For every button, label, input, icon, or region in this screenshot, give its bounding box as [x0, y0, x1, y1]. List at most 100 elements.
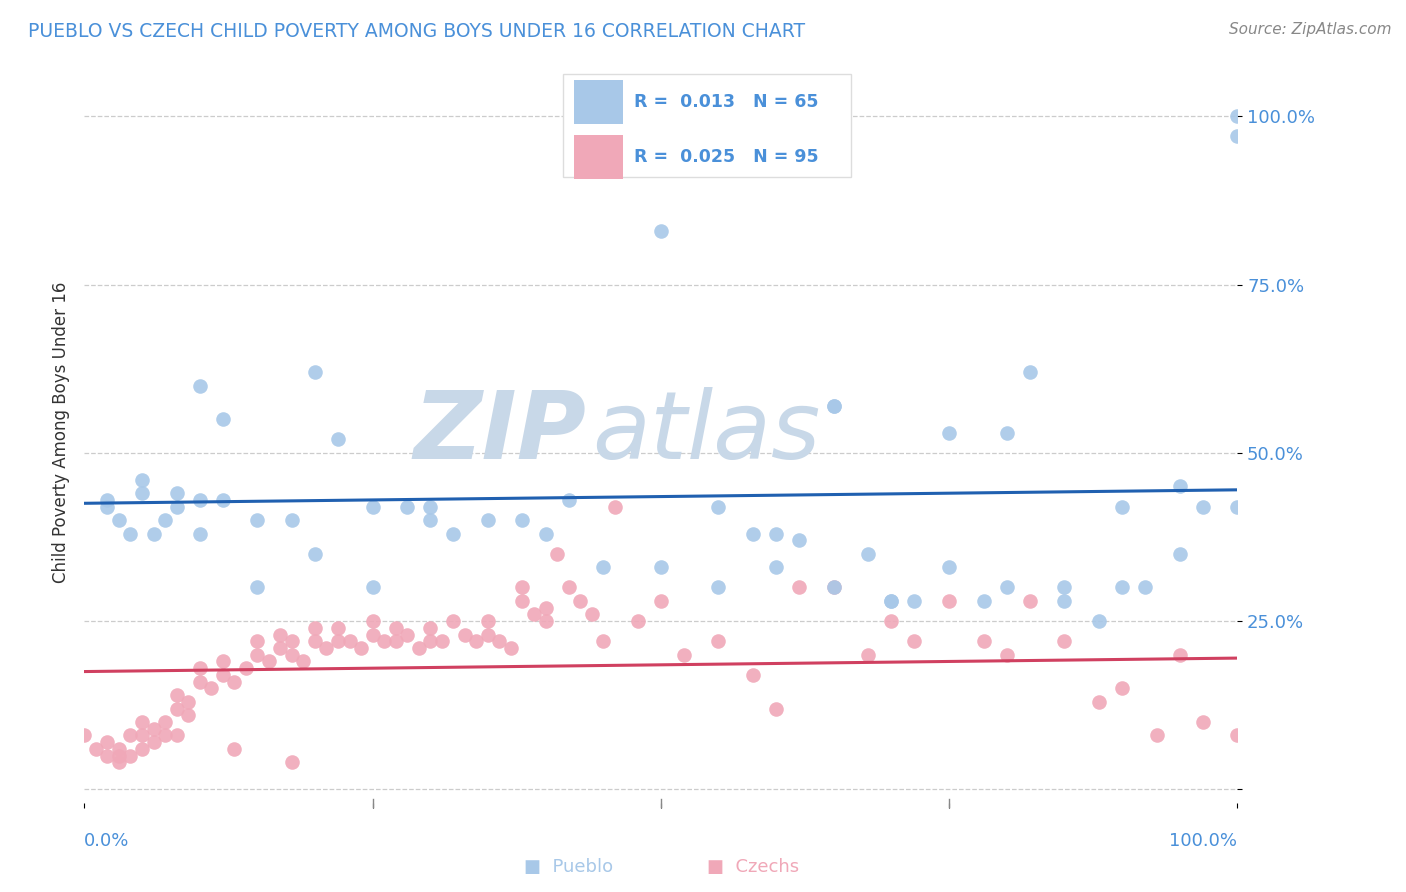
- Point: [108, 742, 131, 756]
- Point: [177, 708, 200, 723]
- Point: [131, 473, 153, 487]
- Point: [995, 425, 1018, 440]
- Point: [419, 634, 441, 648]
- Point: [96, 492, 118, 507]
- Point: [188, 378, 211, 392]
- Point: [1133, 581, 1156, 595]
- Point: [1088, 614, 1111, 628]
- Point: [131, 742, 153, 756]
- Point: [108, 513, 131, 527]
- Point: [1053, 581, 1076, 595]
- Point: [523, 607, 546, 622]
- Point: [142, 526, 165, 541]
- Point: [557, 581, 579, 595]
- Point: [512, 594, 534, 608]
- Text: R =  0.025   N = 95: R = 0.025 N = 95: [634, 148, 818, 166]
- Point: [973, 594, 995, 608]
- Point: [880, 614, 903, 628]
- FancyBboxPatch shape: [562, 73, 851, 178]
- Point: [166, 688, 188, 702]
- Point: [1191, 714, 1213, 729]
- Point: [108, 748, 131, 763]
- Point: [246, 648, 269, 662]
- Point: [396, 500, 419, 514]
- Point: [200, 681, 222, 696]
- Point: [477, 513, 499, 527]
- Point: [441, 526, 464, 541]
- Point: [765, 560, 787, 574]
- Point: [246, 513, 269, 527]
- Point: [1053, 634, 1076, 648]
- Point: [707, 634, 730, 648]
- Point: [304, 365, 326, 379]
- Point: [672, 648, 695, 662]
- Point: [326, 621, 349, 635]
- Text: ZIP: ZIP: [413, 386, 586, 479]
- Point: [1226, 109, 1249, 123]
- Point: [166, 729, 188, 743]
- Point: [1168, 547, 1191, 561]
- Point: [707, 500, 730, 514]
- Point: [1053, 594, 1076, 608]
- Point: [131, 714, 153, 729]
- Point: [361, 614, 384, 628]
- Point: [120, 526, 142, 541]
- Point: [627, 614, 650, 628]
- Point: [281, 513, 304, 527]
- Point: [419, 621, 441, 635]
- Point: [408, 640, 430, 655]
- Point: [1226, 500, 1249, 514]
- Point: [858, 547, 880, 561]
- Point: [211, 492, 233, 507]
- Point: [973, 634, 995, 648]
- Point: [84, 742, 107, 756]
- Point: [1111, 500, 1133, 514]
- Point: [120, 729, 142, 743]
- Point: [787, 581, 810, 595]
- Point: [384, 634, 406, 648]
- Y-axis label: Child Poverty Among Boys Under 16: Child Poverty Among Boys Under 16: [52, 282, 70, 583]
- Point: [224, 742, 246, 756]
- Text: ■  Czechs: ■ Czechs: [707, 858, 799, 876]
- Text: Source: ZipAtlas.com: Source: ZipAtlas.com: [1229, 22, 1392, 37]
- Point: [304, 547, 326, 561]
- Point: [995, 648, 1018, 662]
- Point: [765, 701, 787, 715]
- Point: [326, 433, 349, 447]
- Point: [477, 627, 499, 641]
- Point: [96, 735, 118, 749]
- Point: [765, 526, 787, 541]
- Point: [188, 526, 211, 541]
- Point: [823, 581, 845, 595]
- Point: [384, 621, 406, 635]
- Point: [477, 614, 499, 628]
- Point: [650, 594, 672, 608]
- Point: [707, 581, 730, 595]
- Point: [281, 634, 304, 648]
- Point: [292, 655, 315, 669]
- Text: 0.0%: 0.0%: [84, 832, 129, 850]
- Point: [188, 492, 211, 507]
- Point: [499, 640, 522, 655]
- Point: [361, 500, 384, 514]
- Point: [120, 748, 142, 763]
- Point: [153, 513, 176, 527]
- Point: [903, 594, 925, 608]
- Point: [880, 594, 903, 608]
- Point: [823, 581, 845, 595]
- Point: [373, 634, 395, 648]
- Point: [1168, 648, 1191, 662]
- Point: [153, 729, 176, 743]
- Point: [188, 674, 211, 689]
- Point: [350, 640, 373, 655]
- Point: [430, 634, 453, 648]
- Text: R =  0.013   N = 65: R = 0.013 N = 65: [634, 93, 818, 111]
- Point: [534, 526, 557, 541]
- Point: [269, 640, 291, 655]
- Point: [603, 500, 626, 514]
- Point: [257, 655, 280, 669]
- Point: [650, 224, 672, 238]
- Point: [1111, 581, 1133, 595]
- Point: [281, 648, 304, 662]
- Point: [880, 594, 903, 608]
